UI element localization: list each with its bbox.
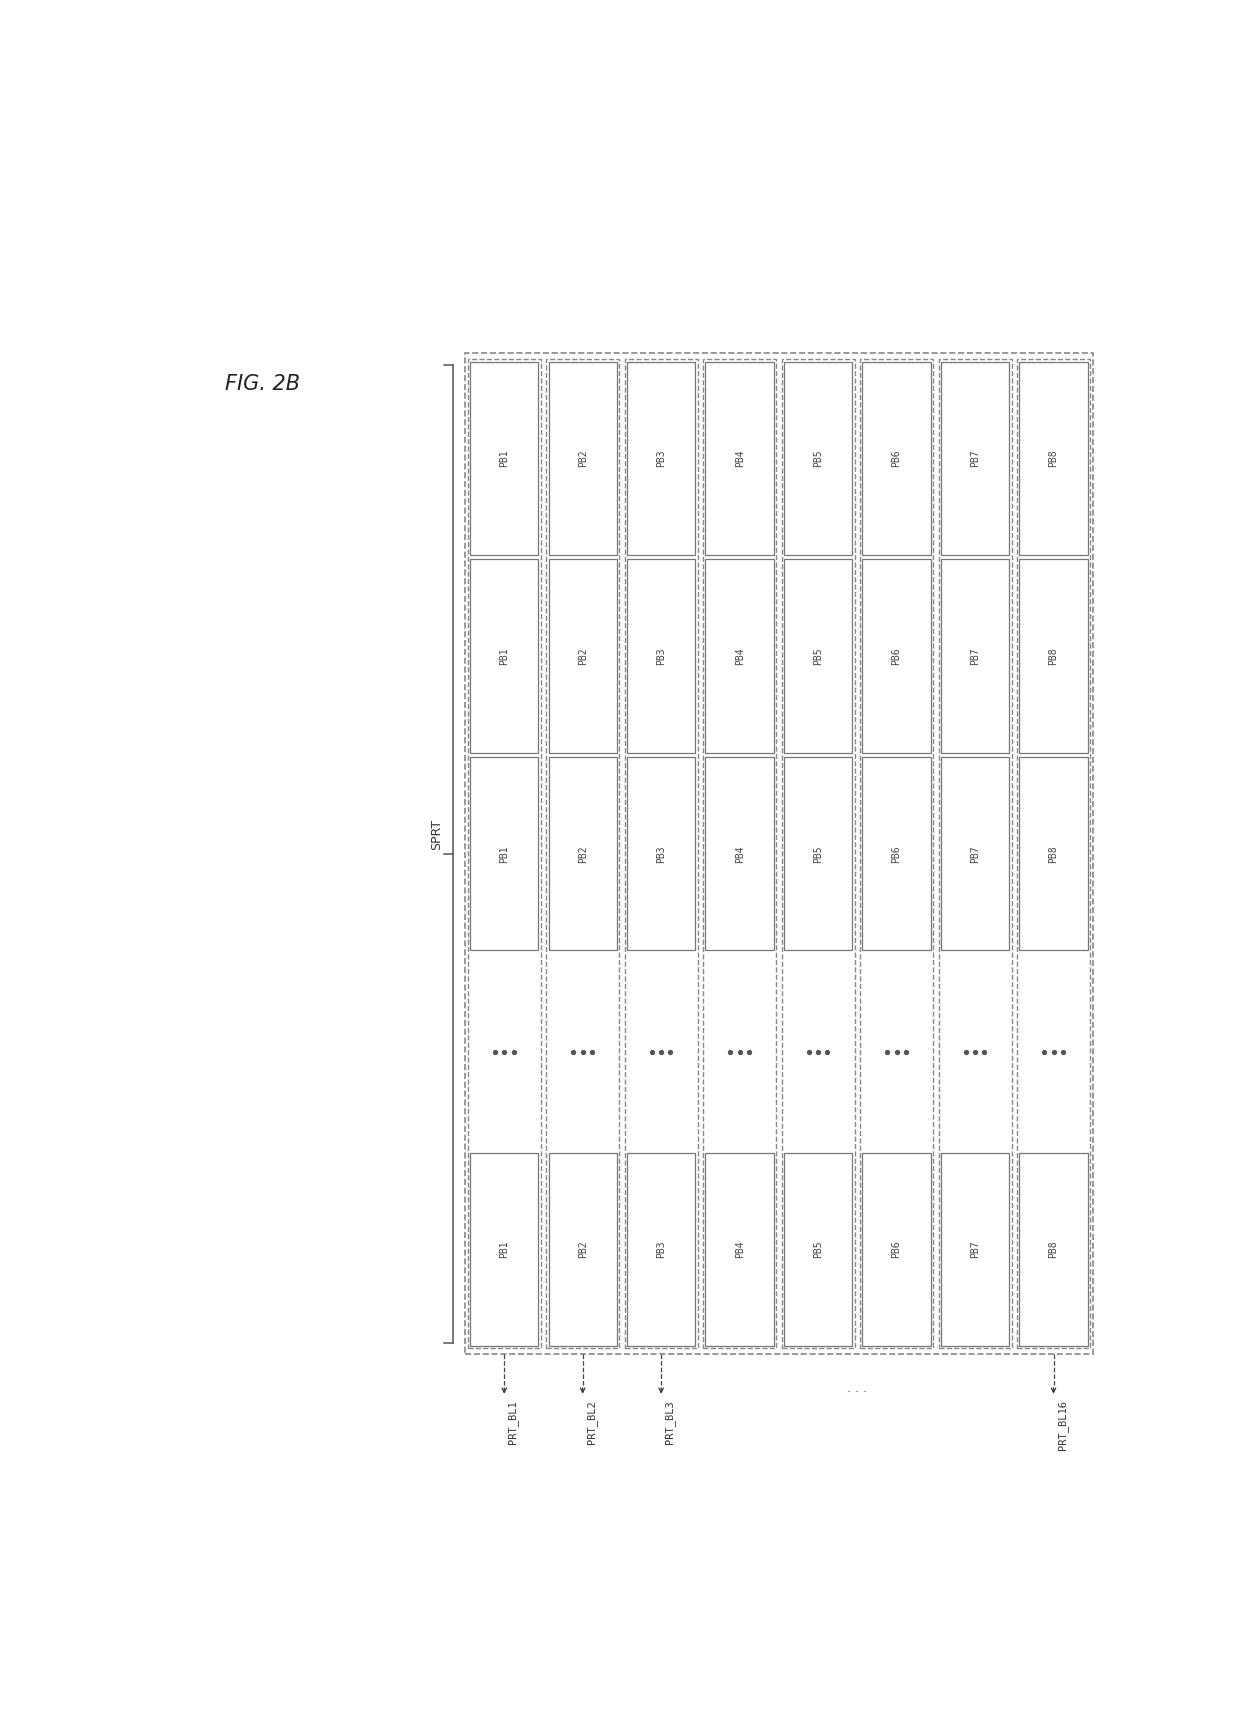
Text: PB2: PB2 [578, 450, 588, 467]
Bar [1019, 361, 1087, 555]
Text: PRT_BL3: PRT_BL3 [665, 1400, 675, 1445]
Text: PB3: PB3 [656, 450, 666, 467]
Bar [784, 1152, 852, 1346]
Bar [548, 361, 618, 555]
Text: PB6: PB6 [892, 1241, 901, 1258]
Text: PB2: PB2 [578, 846, 588, 863]
Text: PB7: PB7 [970, 846, 980, 863]
Text: PB8: PB8 [1049, 846, 1059, 863]
Text: PB7: PB7 [970, 450, 980, 467]
Bar [548, 560, 618, 753]
Text: PB5: PB5 [813, 647, 823, 664]
Bar [625, 360, 698, 1347]
Text: PB7: PB7 [970, 1241, 980, 1258]
Bar [941, 1152, 1009, 1346]
Text: PB1: PB1 [500, 647, 510, 664]
Bar [862, 757, 931, 950]
Bar [706, 560, 774, 753]
Bar [703, 360, 776, 1347]
Bar [861, 360, 932, 1347]
Text: PB5: PB5 [813, 846, 823, 863]
Bar [939, 360, 1012, 1347]
Bar [862, 1152, 931, 1346]
Bar [465, 353, 1092, 1354]
Text: PRT_BL2: PRT_BL2 [585, 1400, 596, 1445]
Bar [470, 560, 538, 753]
Text: PB5: PB5 [813, 450, 823, 467]
Text: PRT_BL16: PRT_BL16 [1056, 1400, 1068, 1450]
Bar [470, 1152, 538, 1346]
Bar [470, 361, 538, 555]
Bar [1019, 757, 1087, 950]
Bar [1019, 1152, 1087, 1346]
Bar [784, 560, 852, 753]
Bar [548, 1152, 618, 1346]
Text: PB5: PB5 [813, 1241, 823, 1258]
Bar [467, 360, 541, 1347]
Text: PB4: PB4 [734, 647, 745, 664]
Text: PB8: PB8 [1049, 1241, 1059, 1258]
Text: PB3: PB3 [656, 846, 666, 863]
Text: PB4: PB4 [734, 1241, 745, 1258]
Bar [706, 1152, 774, 1346]
Text: PB1: PB1 [500, 450, 510, 467]
Text: PB7: PB7 [970, 647, 980, 664]
Text: FIG. 2B: FIG. 2B [224, 375, 300, 394]
Text: PB6: PB6 [892, 846, 901, 863]
Text: PB1: PB1 [500, 1241, 510, 1258]
Bar [941, 757, 1009, 950]
Bar [627, 757, 696, 950]
Bar [941, 560, 1009, 753]
Text: PB2: PB2 [578, 647, 588, 664]
Bar [781, 360, 854, 1347]
Bar [1019, 560, 1087, 753]
Text: PB6: PB6 [892, 450, 901, 467]
Bar [941, 361, 1009, 555]
Text: . . .: . . . [847, 1382, 867, 1395]
Bar [862, 560, 931, 753]
Bar [706, 361, 774, 555]
Bar [546, 360, 619, 1347]
Text: PB4: PB4 [734, 450, 745, 467]
Bar [627, 361, 696, 555]
Text: PB4: PB4 [734, 846, 745, 863]
Text: SPRT: SPRT [430, 818, 443, 851]
Bar [784, 757, 852, 950]
Text: PB3: PB3 [656, 1241, 666, 1258]
Text: PB8: PB8 [1049, 450, 1059, 467]
Bar [470, 757, 538, 950]
Text: PB2: PB2 [578, 1241, 588, 1258]
Bar [548, 757, 618, 950]
Text: PB3: PB3 [656, 647, 666, 664]
Text: PB6: PB6 [892, 647, 901, 664]
Bar [627, 1152, 696, 1346]
Text: PB8: PB8 [1049, 647, 1059, 664]
Bar [862, 361, 931, 555]
Text: PB1: PB1 [500, 846, 510, 863]
Text: PRT_BL1: PRT_BL1 [507, 1400, 518, 1445]
Bar [627, 560, 696, 753]
Bar [784, 361, 852, 555]
Bar [1017, 360, 1090, 1347]
Bar [706, 757, 774, 950]
